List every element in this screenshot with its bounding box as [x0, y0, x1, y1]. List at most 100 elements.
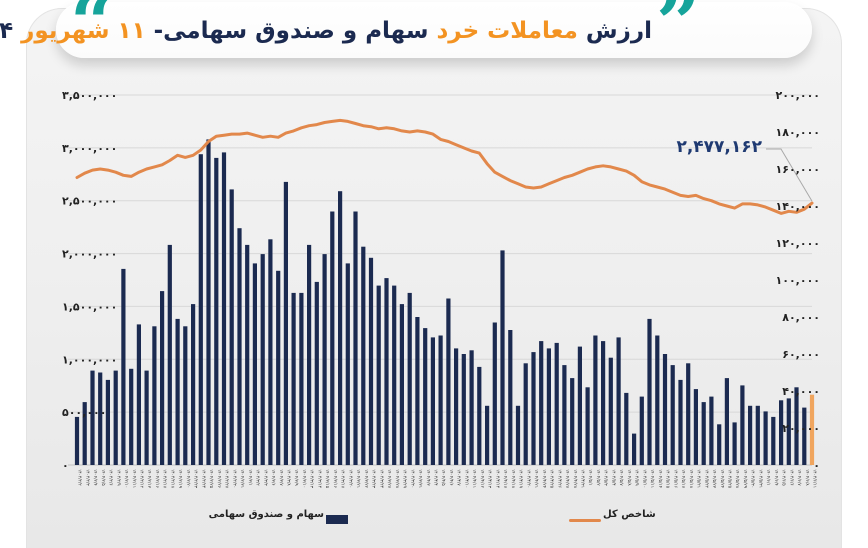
svg-text:۱۴۰۴/۲/۶: ۱۴۰۴/۲/۶: [108, 469, 114, 486]
svg-text:۱۴۰۴/۲/۱۲: ۱۴۰۴/۲/۱۲: [139, 469, 145, 489]
svg-text:۱۴۰۴/۳/۲۷: ۱۴۰۴/۳/۲۷: [386, 469, 392, 489]
svg-text:۱۴۰۴/۳/۱۴: ۱۴۰۴/۳/۱۴: [316, 469, 322, 489]
svg-text:۱۴۰۴/۵/۳۱: ۱۴۰۴/۵/۳۱: [757, 469, 763, 488]
svg-text:۱۴۰۴/۳/۱۰: ۱۴۰۴/۳/۱۰: [301, 469, 307, 488]
svg-text:۱۴۰۴/۳/۱۷: ۱۴۰۴/۳/۱۷: [340, 469, 346, 489]
svg-text:۱۴۰۴/۵/۹: ۱۴۰۴/۵/۹: [634, 469, 640, 486]
svg-text:۱۴۰۴/۲/۲۷: ۱۴۰۴/۲/۲۷: [224, 469, 230, 489]
svg-text:۱۴۰۴/۳/۲۰: ۱۴۰۴/۳/۲۰: [347, 469, 353, 488]
svg-text:۱۴۰۴/۲/۱۳: ۱۴۰۴/۲/۱۳: [146, 469, 152, 489]
svg-text:۱۴۰۴/۶/۸: ۱۴۰۴/۶/۸: [804, 469, 810, 486]
svg-text:۱۴۰۴/۵/۱۴: ۱۴۰۴/۵/۱۴: [657, 469, 663, 489]
svg-text:۱۴۰۴/۶/۱: ۱۴۰۴/۶/۱: [765, 469, 771, 486]
svg-text:۱۴۰۴/۵/۱۸: ۱۴۰۴/۵/۱۸: [688, 469, 694, 489]
svg-text:۱۴۰۴/۵/۲۵: ۱۴۰۴/۵/۲۵: [727, 469, 733, 489]
svg-text:۴۰,۰۰۰: ۴۰,۰۰۰: [782, 385, 820, 398]
svg-text:۱۴۰۴/۵/۲۸: ۱۴۰۴/۵/۲۸: [734, 469, 740, 489]
title-part-4: ۱۱ شهریور: [13, 18, 146, 44]
svg-text:۱۴۰۴/۵/۱۵: ۱۴۰۴/۵/۱۵: [665, 469, 671, 489]
svg-text:۱۴۰۴/۵/۲: ۱۴۰۴/۵/۲: [595, 469, 601, 486]
svg-text:۱۴۰۴/۴/۳: ۱۴۰۴/۴/۳: [425, 469, 431, 486]
svg-text:۱۴۰۴/۵/۴: ۱۴۰۴/۵/۴: [610, 469, 616, 486]
svg-text:۱۴۰۴/۲/۱۹: ۱۴۰۴/۲/۱۹: [177, 469, 183, 489]
svg-text:۱۴۰۴/۴/۲۴: ۱۴۰۴/۴/۲۴: [541, 469, 547, 489]
page-title: ارزش معاملات خرد سهام و صندوق سهامی- ۱۱ …: [0, 2, 652, 58]
svg-text:۱۴۰۴/۵/۷: ۱۴۰۴/۵/۷: [618, 469, 624, 486]
svg-text:۱۴۰۴/۳/۳۰: ۱۴۰۴/۳/۳۰: [409, 469, 415, 488]
svg-text:۱۴۰۴/۴/۱۲: ۱۴۰۴/۴/۱۲: [479, 469, 485, 489]
quote-open-icon: “: [70, 0, 115, 69]
svg-text:۱۴۰۴/۳/۲: ۱۴۰۴/۳/۲: [255, 469, 261, 486]
svg-text:۱۴۰۴/۲/۲۳: ۱۴۰۴/۲/۲۳: [193, 469, 199, 489]
svg-text:۱۴۰۴/۶/۶: ۱۴۰۴/۶/۶: [788, 469, 794, 486]
svg-text:۱۴۰۴/۶/۵: ۱۴۰۴/۶/۵: [781, 469, 787, 486]
svg-text:۵۰۰,۰۰۰: ۵۰۰,۰۰۰: [62, 406, 106, 419]
header-pill: ” ارزش معاملات خرد سهام و صندوق سهامی- ۱…: [0, 0, 812, 69]
svg-text:۱۴۰۴/۲/۳۱: ۱۴۰۴/۲/۳۱: [239, 469, 245, 488]
svg-text:۲۰,۰۰۰: ۲۰,۰۰۰: [782, 422, 820, 435]
svg-text:۱,۰۰۰,۰۰۰: ۱,۰۰۰,۰۰۰: [62, 353, 117, 366]
svg-text:۱۴۰۴/۳/۹: ۱۴۰۴/۳/۹: [293, 469, 299, 486]
svg-text:۱۴۰۴/۳/۱۶: ۱۴۰۴/۳/۱۶: [332, 469, 338, 488]
svg-text:۲,۰۰۰,۰۰۰: ۲,۰۰۰,۰۰۰: [62, 248, 117, 261]
svg-text:۱۴۰۴/۶/۴: ۱۴۰۴/۶/۴: [773, 469, 779, 486]
svg-text:۱۴۰۴/۵/۱۶: ۱۴۰۴/۵/۱۶: [672, 469, 678, 488]
svg-text:۱۲۰,۰۰۰: ۱۲۰,۰۰۰: [776, 237, 820, 250]
svg-text:۱۴۰۴/۴/۱۸: ۱۴۰۴/۴/۱۸: [510, 469, 516, 489]
svg-text:۰: ۰: [813, 459, 820, 472]
svg-text:۱۴۰۴/۳/۶: ۱۴۰۴/۳/۶: [270, 469, 276, 486]
svg-text:۱۴۰۴/۵/۲۲: ۱۴۰۴/۵/۲۲: [703, 469, 709, 489]
svg-text:۸۰,۰۰۰: ۸۰,۰۰۰: [782, 311, 820, 324]
svg-text:۱۴۰۴/۴/۱۳: ۱۴۰۴/۴/۱۳: [487, 469, 493, 489]
svg-text:۱,۵۰۰,۰۰۰: ۱,۵۰۰,۰۰۰: [62, 300, 117, 313]
svg-text:۱۴۰۴/۲/۲۶: ۱۴۰۴/۲/۲۶: [216, 469, 222, 488]
svg-text:۱۴۰۴/۵/۱۰: ۱۴۰۴/۵/۱۰: [641, 469, 647, 488]
svg-text:۲,۵۰۰,۰۰۰: ۲,۵۰۰,۰۰۰: [62, 195, 117, 208]
svg-text:۱۴۰۴/۵/۳۰: ۱۴۰۴/۵/۳۰: [750, 469, 756, 488]
svg-text:۱۴۰۴/۳/۱۵: ۱۴۰۴/۳/۱۵: [324, 469, 330, 489]
svg-text:۱۴۰۴/۲/۱۰: ۱۴۰۴/۲/۱۰: [123, 469, 129, 488]
svg-text:۱۴۰۴/۴/۱۴: ۱۴۰۴/۴/۱۴: [494, 469, 500, 489]
svg-text:۱۶۰,۰۰۰: ۱۶۰,۰۰۰: [776, 163, 820, 176]
svg-text:۱۴۰۴/۲/۱۸: ۱۴۰۴/۲/۱۸: [169, 469, 175, 489]
svg-text:۱۴۰۴/۳/۲۸: ۱۴۰۴/۳/۲۸: [394, 469, 400, 489]
svg-text:۰: ۰: [62, 459, 69, 472]
svg-text:۱۴۰۴/۳/۳۱: ۱۴۰۴/۳/۳۱: [417, 469, 423, 488]
title-part-5: ۱۴۰۴: [0, 18, 14, 44]
svg-text:۱۴۰۴/۲/۴: ۱۴۰۴/۲/۴: [92, 469, 98, 486]
svg-text:۱۴۰۴/۴/۲۵: ۱۴۰۴/۴/۲۵: [549, 469, 555, 489]
svg-text:۱۴۰۴/۴/۳۱: ۱۴۰۴/۴/۳۱: [580, 469, 586, 488]
svg-text:۱۴۰۴/۵/۲۴: ۱۴۰۴/۵/۲۴: [719, 469, 725, 489]
svg-text:۱۴۰۴/۲/۳۰: ۱۴۰۴/۲/۳۰: [231, 469, 237, 488]
svg-text:۱۴۰۴/۳/۲۹: ۱۴۰۴/۳/۲۹: [402, 469, 408, 489]
svg-text:۱۰۰,۰۰۰: ۱۰۰,۰۰۰: [776, 274, 820, 287]
svg-text:۱۴۰۴/۵/۲۱: ۱۴۰۴/۵/۲۱: [696, 469, 702, 488]
svg-text:۱۴۰۴/۳/۳: ۱۴۰۴/۳/۳: [262, 469, 268, 486]
svg-text:۱۴۰۴/۴/۵: ۱۴۰۴/۴/۵: [440, 469, 446, 486]
svg-text:۱۴۰۴/۵/۲۹: ۱۴۰۴/۵/۲۹: [742, 469, 748, 489]
svg-text:۱۴۰,۰۰۰: ۱۴۰,۰۰۰: [776, 200, 820, 213]
title-part-1: ارزش: [577, 18, 652, 44]
title-part-2: معاملات خرد: [428, 18, 578, 44]
svg-text:۱۴۰۴/۵/۸: ۱۴۰۴/۵/۸: [626, 469, 632, 486]
svg-text:۱۴۰۴/۴/۱۹: ۱۴۰۴/۴/۱۹: [518, 469, 524, 489]
svg-text:۱۴۰۴/۲/۳: ۱۴۰۴/۲/۳: [84, 469, 90, 486]
svg-text:۶۰,۰۰۰: ۶۰,۰۰۰: [782, 348, 820, 361]
svg-text:۱۴۰۴/۴/۲۰: ۱۴۰۴/۴/۲۰: [525, 469, 531, 488]
svg-text:۱۴۰۴/۴/۲۷: ۱۴۰۴/۴/۲۷: [564, 469, 570, 489]
quote-close-icon: ”: [656, 0, 701, 69]
svg-text:۱۴۰۴/۴/۲۱: ۱۴۰۴/۴/۲۱: [533, 469, 539, 488]
svg-text:۱۴۰۴/۲/۲: ۱۴۰۴/۲/۲: [77, 469, 83, 486]
svg-text:۱۴۰۴/۵/۳: ۱۴۰۴/۵/۳: [603, 469, 609, 486]
svg-text:۱۴۰۴/۵/۱: ۱۴۰۴/۵/۱: [587, 469, 593, 486]
svg-text:۱۴۰۴/۳/۱: ۱۴۰۴/۳/۱: [247, 469, 253, 486]
svg-text:۱۴۰۴/۳/۲۲: ۱۴۰۴/۳/۲۲: [363, 469, 369, 489]
svg-text:۱۴۰۴/۳/۲۴: ۱۴۰۴/۳/۲۴: [378, 469, 384, 489]
svg-text:۱۴۰۴/۲/۵: ۱۴۰۴/۲/۵: [100, 469, 106, 486]
svg-text:۱۴۰۴/۲/۱۷: ۱۴۰۴/۲/۱۷: [162, 469, 168, 489]
svg-text:۱۴۰۴/۵/۲۳: ۱۴۰۴/۵/۲۳: [711, 469, 717, 489]
svg-text:۱۴۰۴/۴/۶: ۱۴۰۴/۴/۶: [448, 469, 454, 486]
svg-text:۲۰۰,۰۰۰: ۲۰۰,۰۰۰: [776, 89, 820, 102]
